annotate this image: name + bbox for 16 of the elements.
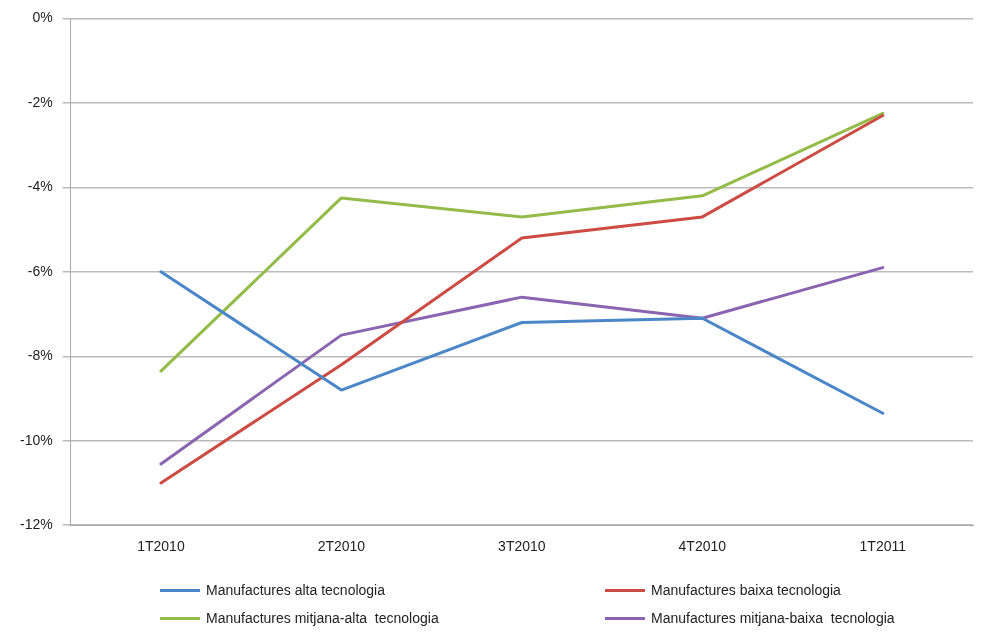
x-tick-label: 1T2011: [859, 538, 907, 555]
x-tick-label: 2T2010: [317, 538, 366, 555]
legend-label: Manufactures mitjana-baixa tecnologia: [651, 610, 895, 626]
legend-label: Manufactures baixa tecnologia: [651, 582, 841, 598]
legend-label: Manufactures mitjana-alta tecnologia: [206, 610, 439, 626]
x-tick-label: 3T2010: [498, 538, 546, 555]
y-tick-label: -8%: [27, 347, 53, 364]
y-tick-label: 0%: [32, 9, 53, 26]
y-tick-label: -10%: [20, 431, 53, 448]
y-tick-label: -12%: [20, 516, 53, 533]
x-tick-label: 4T2010: [678, 538, 727, 555]
legend-label: Manufactures alta tecnologia: [206, 582, 385, 598]
x-tick-label: 1T2010: [137, 538, 185, 555]
y-tick-label: -4%: [27, 178, 53, 195]
y-tick-label: -2%: [27, 93, 53, 110]
y-tick-label: -6%: [27, 262, 53, 279]
